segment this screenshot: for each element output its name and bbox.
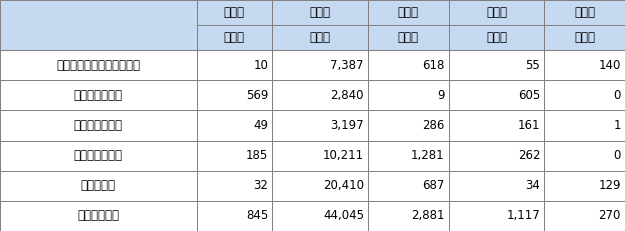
Text: （両）: （両） [398, 31, 419, 44]
Bar [544, 0, 625, 25]
Text: 消　火　支　援: 消 火 支 援 [74, 149, 122, 162]
Text: 艦　船: 艦 船 [574, 6, 595, 19]
Bar [368, 171, 449, 201]
Text: 687: 687 [422, 179, 444, 192]
Bar [544, 80, 625, 110]
Text: 140: 140 [599, 59, 621, 72]
Text: 55: 55 [526, 59, 541, 72]
Text: （人）: （人） [309, 31, 331, 44]
Bar [544, 110, 625, 141]
Text: 1: 1 [614, 119, 621, 132]
Bar [272, 80, 368, 110]
Bar [197, 80, 272, 110]
Bar [272, 50, 368, 80]
Text: 1,281: 1,281 [411, 149, 444, 162]
Bar [272, 141, 368, 171]
Bar [449, 141, 544, 171]
Text: （機）: （機） [486, 31, 507, 44]
Bar [0, 50, 197, 80]
Bar [544, 25, 625, 50]
Text: 32: 32 [253, 179, 268, 192]
Text: 1,117: 1,117 [507, 210, 541, 222]
Bar [368, 141, 449, 171]
Text: 129: 129 [599, 179, 621, 192]
Bar [197, 25, 272, 50]
Text: 0: 0 [614, 89, 621, 102]
Text: 捜　索　救　難: 捜 索 救 難 [74, 119, 122, 132]
Text: （隻）: （隻） [574, 31, 595, 44]
Bar [368, 201, 449, 231]
Bar [368, 0, 449, 25]
Bar [0, 141, 197, 171]
Bar [449, 0, 544, 25]
Bar [197, 0, 272, 25]
Text: 9: 9 [437, 89, 444, 102]
Text: 618: 618 [422, 59, 444, 72]
Bar [0, 110, 197, 141]
Bar [449, 201, 544, 231]
Text: 合　　　　計: 合 計 [78, 210, 119, 222]
Text: 件　数: 件 数 [224, 6, 245, 19]
Text: 845: 845 [246, 210, 268, 222]
Bar [544, 141, 625, 171]
Bar [544, 50, 625, 80]
Bar [368, 50, 449, 80]
Text: 161: 161 [518, 119, 541, 132]
Bar [368, 25, 449, 50]
Text: 569: 569 [246, 89, 268, 102]
Text: 44,045: 44,045 [323, 210, 364, 222]
Bar [197, 50, 272, 80]
Text: 286: 286 [422, 119, 444, 132]
Text: 270: 270 [599, 210, 621, 222]
Text: 人　員: 人 員 [309, 6, 331, 19]
Text: （件）: （件） [224, 31, 245, 44]
Bar [197, 110, 272, 141]
Bar [544, 171, 625, 201]
Bar [449, 171, 544, 201]
Text: 262: 262 [518, 149, 541, 162]
Text: 航空機: 航空機 [486, 6, 507, 19]
Text: そ　の　他: そ の 他 [81, 179, 116, 192]
Text: 0: 0 [614, 149, 621, 162]
Bar [0, 171, 197, 201]
Bar [0, 0, 197, 50]
Text: 風水雪害・震災・噴火対処: 風水雪害・震災・噴火対処 [56, 59, 140, 72]
Bar [197, 141, 272, 171]
Bar [449, 50, 544, 80]
Bar [368, 110, 449, 141]
Text: 605: 605 [518, 89, 541, 102]
Text: 急　患　空　輸: 急 患 空 輸 [74, 89, 122, 102]
Bar [449, 80, 544, 110]
Text: 2,881: 2,881 [411, 210, 444, 222]
Text: 49: 49 [253, 119, 268, 132]
Text: 185: 185 [246, 149, 268, 162]
Bar [544, 201, 625, 231]
Bar [449, 25, 544, 50]
Bar [272, 201, 368, 231]
Bar [368, 80, 449, 110]
Text: 車　両: 車 両 [398, 6, 419, 19]
Text: 10: 10 [253, 59, 268, 72]
Bar [272, 171, 368, 201]
Bar [0, 80, 197, 110]
Bar [272, 25, 368, 50]
Bar [449, 110, 544, 141]
Bar [272, 110, 368, 141]
Text: 34: 34 [526, 179, 541, 192]
Text: 3,197: 3,197 [330, 119, 364, 132]
Bar [272, 0, 368, 25]
Text: 2,840: 2,840 [331, 89, 364, 102]
Bar [197, 201, 272, 231]
Bar [0, 201, 197, 231]
Bar [197, 171, 272, 201]
Text: 20,410: 20,410 [323, 179, 364, 192]
Text: 10,211: 10,211 [322, 149, 364, 162]
Text: 7,387: 7,387 [331, 59, 364, 72]
